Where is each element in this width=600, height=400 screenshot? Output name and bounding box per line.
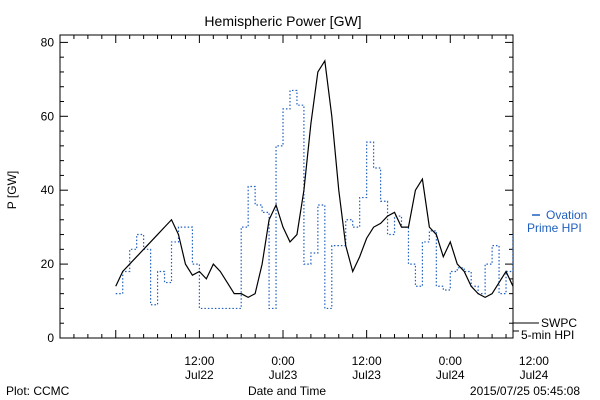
x-tick-label-date: Jul24 xyxy=(520,368,549,382)
x-tick-label-date: Jul23 xyxy=(352,368,381,382)
ovation-prime-series xyxy=(115,89,513,310)
x-tick-label-date: Jul24 xyxy=(436,368,465,382)
x-tick-label-time: 0:00 xyxy=(439,354,463,368)
y-tick-label: 80 xyxy=(41,35,55,49)
x-tick-label-time: 12:00 xyxy=(184,354,214,368)
y-tick-label: 60 xyxy=(41,109,55,123)
plot-timestamp: 2015/07/25 05:45:08 xyxy=(470,384,580,398)
legend: Ovation Prime HPI SWPC 5-min HPI xyxy=(513,208,587,342)
x-tick-label-time: 0:00 xyxy=(271,354,295,368)
legend-swpc-line1: SWPC xyxy=(541,316,577,330)
y-tick-labels: 0 20 40 60 80 xyxy=(41,35,55,345)
plot-credit: Plot: CCMC xyxy=(6,384,70,398)
y-tick-label: 40 xyxy=(41,183,55,197)
y-tick-label: 20 xyxy=(41,257,55,271)
y-axis-label: P [GW] xyxy=(5,171,19,209)
legend-ovation-line2: Prime HPI xyxy=(527,221,582,235)
x-tick-label-time: 12:00 xyxy=(352,354,382,368)
x-tick-labels: 12:00Jul220:00Jul2312:00Jul230:00Jul2412… xyxy=(184,354,549,382)
swpc-hpi-series xyxy=(115,59,513,299)
plot-frame xyxy=(59,34,514,339)
chart-title: Hemispheric Power [GW] xyxy=(204,13,361,29)
y-tick-label: 0 xyxy=(47,331,54,345)
x-tick-label-time: 12:00 xyxy=(519,354,549,368)
legend-ovation-line1: Ovation xyxy=(546,208,587,222)
axis-ticks xyxy=(60,35,513,339)
x-tick-label-date: Jul23 xyxy=(269,368,298,382)
series-layer xyxy=(115,59,513,310)
legend-swpc-line2: 5-min HPI xyxy=(521,328,574,342)
x-axis-label: Date and Time xyxy=(248,384,326,398)
x-tick-label-date: Jul22 xyxy=(185,368,214,382)
